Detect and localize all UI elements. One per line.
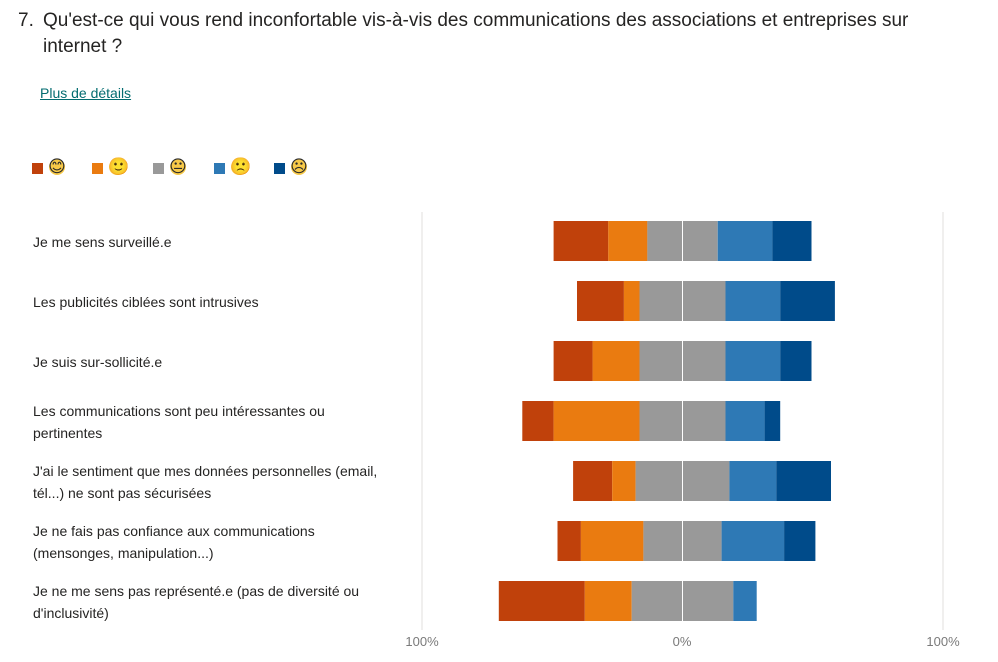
bar-segment-sad[interactable] [721,521,785,561]
bar-segment-very-sad[interactable] [764,401,781,441]
bar-segment-sad[interactable] [729,461,777,501]
bar-segment-happy[interactable] [612,461,636,501]
bar-segment-very-sad[interactable] [784,521,816,561]
bar-segment-very-happy[interactable] [522,401,554,441]
bar-segment-very-happy[interactable] [557,521,581,561]
axis-tick-center: 0% [672,634,692,649]
axis-tick-left: 100% [405,634,439,649]
bar-segment-very-happy[interactable] [553,221,609,261]
bar-segment-happy[interactable] [584,581,632,621]
axis-tick-right: 100% [926,634,960,649]
bar-segment-happy[interactable] [553,401,640,441]
legend-item: 🙁 [214,158,274,178]
bar-segment-very-sad[interactable] [776,461,831,501]
bar-segment-happy[interactable] [608,221,648,261]
legend-item: 😊 [32,158,92,178]
legend-swatch [153,163,164,174]
category-label: Les communications sont peu intéressante… [33,403,325,441]
bar-segment-very-sad[interactable] [780,281,835,321]
neutral-face-icon: 😐 [169,157,187,177]
bar-segment-sad[interactable] [717,221,773,261]
bar-segment-sad[interactable] [725,341,781,381]
very-happy-face-icon: 😊 [48,157,66,177]
sad-face-icon: 🙁 [230,157,252,177]
bar-segment-very-sad[interactable] [780,341,812,381]
category-label: Les publicités ciblées sont intrusives [33,294,259,310]
legend-swatch [274,163,285,174]
bar-segment-happy[interactable] [580,521,644,561]
bar-segment-very-happy[interactable] [553,341,593,381]
category-label: J'ai le sentiment que mes données person… [33,463,378,501]
category-label: Je suis sur-sollicité.e [33,354,163,370]
very-sad-face-icon: ☹ [290,157,308,177]
bar-segment-very-sad[interactable] [772,221,812,261]
legend-swatch [214,163,225,174]
bar-segment-sad[interactable] [725,401,765,441]
legend-swatch [32,163,43,174]
legend-item: 🙂 [92,158,152,178]
bar-segment-happy[interactable] [592,341,640,381]
category-label: Je ne fais pas confiance aux communicati… [33,523,315,561]
bar-segment-very-happy[interactable] [498,581,585,621]
legend-swatch [92,163,103,174]
happy-face-icon: 🙂 [108,157,130,177]
question-text: Qu'est-ce qui vous rend inconfortable vi… [43,10,909,57]
details-link[interactable]: Plus de détails [40,85,132,101]
bar-segment-happy[interactable] [623,281,640,321]
bar-segment-very-happy[interactable] [573,461,613,501]
category-label: Je ne me sens pas représenté.e (pas de d… [33,583,360,621]
category-label: Je me sens surveillé.e [33,234,172,250]
bar-segment-very-happy[interactable] [577,281,624,321]
question-number: 7. [18,10,34,31]
legend-item: ☹ [274,158,334,178]
bar-segment-sad[interactable] [725,281,781,321]
bar-segment-sad[interactable] [733,581,757,621]
legend-item: 😐 [153,158,213,178]
